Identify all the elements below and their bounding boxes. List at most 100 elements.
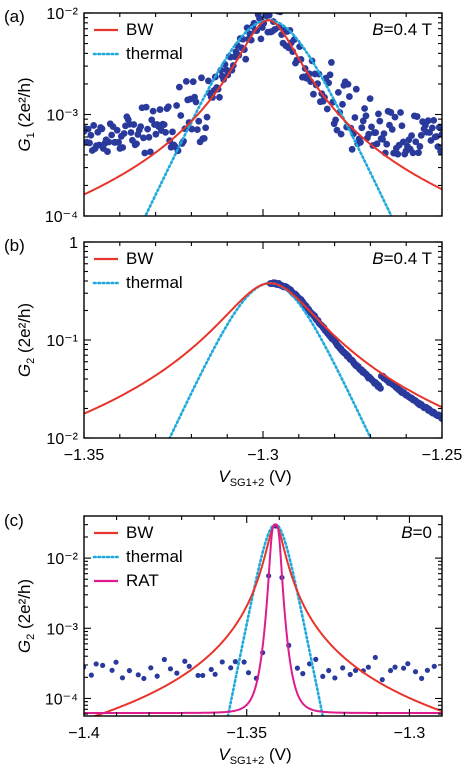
data-point xyxy=(152,0,159,3)
data-point xyxy=(179,0,186,3)
data-point xyxy=(134,0,141,3)
data-point xyxy=(148,665,154,671)
data-point xyxy=(90,0,97,3)
data-point xyxy=(230,0,237,3)
data-point xyxy=(120,130,128,137)
y-tick-label: 10⁻² xyxy=(46,551,78,568)
data-point xyxy=(110,0,117,3)
data-point xyxy=(95,0,102,3)
data-point xyxy=(87,0,94,3)
data-point xyxy=(217,0,224,3)
data-point xyxy=(253,0,260,3)
data-point xyxy=(326,667,332,674)
data-point xyxy=(189,0,196,3)
data-point xyxy=(107,0,114,3)
data-point xyxy=(160,0,167,3)
data-point xyxy=(181,0,188,3)
y-tick-label: 10⁻² xyxy=(46,431,78,448)
data-point xyxy=(365,130,373,138)
data-point xyxy=(218,0,225,3)
data-point xyxy=(141,0,148,3)
data-point xyxy=(140,0,147,3)
data-point xyxy=(177,0,184,3)
data-point xyxy=(416,143,424,150)
y-axis-symbol: G xyxy=(15,640,34,653)
y-axis-subscript: 2 xyxy=(25,634,37,640)
data-point xyxy=(130,0,137,3)
data-point xyxy=(238,0,245,3)
data-point xyxy=(203,113,211,121)
data-point xyxy=(325,79,333,87)
data-point xyxy=(137,0,144,3)
field-value: =0 xyxy=(413,523,432,542)
data-point xyxy=(332,116,339,124)
data-point xyxy=(373,140,381,148)
y-axis-label: G1 (2e²/h) xyxy=(15,77,37,151)
data-point xyxy=(345,93,353,100)
data-point xyxy=(109,0,116,3)
data-point xyxy=(223,0,230,3)
data-point xyxy=(361,105,368,112)
data-point xyxy=(139,0,146,3)
data-point xyxy=(192,98,200,106)
data-point xyxy=(118,0,125,3)
legend-entry: thermal xyxy=(126,547,183,566)
x-tick-label: −1.35 xyxy=(226,725,267,742)
data-point xyxy=(103,0,110,3)
data-point xyxy=(214,0,221,3)
data-point xyxy=(175,0,182,3)
field-label: B=0.4 T xyxy=(372,20,432,39)
y-axis-symbol: G xyxy=(15,364,34,377)
data-point xyxy=(133,140,140,148)
data-point xyxy=(259,0,266,3)
data-point xyxy=(198,0,205,3)
data-point xyxy=(328,59,335,66)
data-point xyxy=(337,130,345,138)
y-axis-unit: (2e²/h) xyxy=(15,303,34,358)
data-point xyxy=(201,0,208,3)
data-point xyxy=(200,672,206,679)
data-point xyxy=(394,150,402,158)
data-point xyxy=(114,0,121,3)
data-point xyxy=(137,123,145,130)
data-point xyxy=(248,0,255,3)
data-point xyxy=(362,112,370,120)
data-point xyxy=(194,0,201,3)
data-point xyxy=(313,656,319,662)
data-point xyxy=(257,35,265,43)
y-tick-label: 10⁻⁴ xyxy=(45,691,78,708)
data-point xyxy=(142,103,150,111)
data-point xyxy=(152,130,160,138)
data-point xyxy=(182,658,188,664)
thermal-curve xyxy=(226,523,325,716)
data-point xyxy=(225,0,232,3)
data-point xyxy=(158,0,165,3)
data-point xyxy=(415,149,422,157)
data-point xyxy=(334,88,342,96)
data-point xyxy=(146,148,154,156)
data-point xyxy=(200,135,208,142)
x-axis-unit: (V) xyxy=(264,745,291,764)
data-point xyxy=(122,0,129,3)
data-point xyxy=(163,0,170,3)
data-point xyxy=(227,0,234,3)
data-point xyxy=(352,667,359,674)
data-point xyxy=(121,0,128,3)
panel-b: 10⁻²10⁻¹1−1.35 −1.3 −1.25(b)G2 (2e²/h)VSG1… xyxy=(4,0,462,489)
data-point xyxy=(93,661,99,667)
data-point xyxy=(106,0,113,3)
data-point xyxy=(153,0,160,3)
legend-entry: BW xyxy=(126,20,153,39)
data-point xyxy=(145,0,152,3)
data-point xyxy=(348,145,356,153)
data-point xyxy=(263,0,270,3)
data-point xyxy=(197,0,204,3)
data-point xyxy=(189,78,197,86)
data-point xyxy=(256,0,263,3)
data-point xyxy=(255,0,262,3)
data-point xyxy=(99,0,106,3)
data-point xyxy=(235,0,242,3)
data-point xyxy=(204,0,211,3)
data-point xyxy=(372,654,378,661)
data-point xyxy=(263,0,270,3)
